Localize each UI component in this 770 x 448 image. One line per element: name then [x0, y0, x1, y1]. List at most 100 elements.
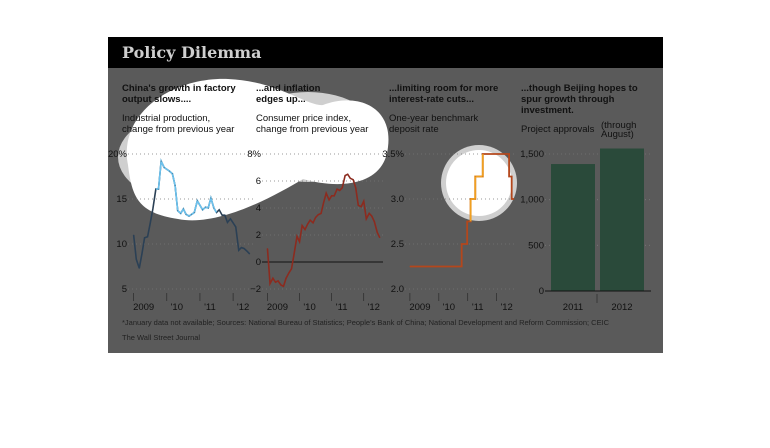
- data-point: [482, 176, 484, 177]
- data-point: [511, 198, 513, 200]
- y-tick-label: 15: [116, 194, 127, 205]
- data-point: [336, 188, 338, 190]
- data-point: [230, 218, 231, 220]
- data-point: [180, 213, 182, 214]
- panel-title-line: ...limiting room for more: [389, 83, 498, 94]
- data-point: [466, 221, 468, 222]
- data-point: [461, 266, 463, 267]
- x-tick-label: 2012: [611, 302, 632, 313]
- data-point: [320, 213, 322, 214]
- panel-title-line: edges up...: [256, 94, 306, 105]
- y-tick-label: 8%: [247, 149, 261, 160]
- data-point: [304, 229, 306, 231]
- data-point: [360, 206, 362, 208]
- data-point: [474, 198, 476, 200]
- data-point: [349, 177, 351, 179]
- x-tick-label: 2009: [409, 302, 430, 313]
- data-point: [482, 153, 484, 155]
- data-point: [365, 218, 367, 220]
- panel-title-line: output slows....: [122, 94, 191, 105]
- panel-title-line: China's growth in factory: [122, 83, 236, 94]
- annotation-blob: [126, 78, 389, 221]
- data-point: [141, 253, 143, 255]
- panel-subtitle-line: change from previous year: [256, 124, 368, 135]
- x-tick-label: '10: [443, 302, 455, 313]
- data-point: [138, 267, 140, 269]
- data-point: [280, 284, 282, 286]
- panel-note-line: (through: [601, 120, 636, 131]
- panel-title-line: interest-rate cuts...: [389, 94, 474, 105]
- data-point: [155, 188, 157, 190]
- data-point: [267, 248, 268, 249]
- data-point: [315, 217, 316, 218]
- data-point: [341, 187, 343, 189]
- panel-subtitle-line: One-year benchmark: [389, 113, 478, 124]
- x-tick-label: '12: [237, 302, 249, 313]
- panel-subtitle-line: Consumer price index,: [256, 113, 351, 124]
- x-tick-label: '12: [368, 302, 380, 313]
- data-point: [379, 237, 381, 239]
- data-point: [328, 199, 330, 201]
- data-point: [357, 204, 359, 206]
- data-point: [299, 241, 300, 243]
- data-point: [363, 200, 365, 202]
- bar: [600, 148, 644, 291]
- data-point: [182, 208, 184, 210]
- y-tick-label: 5: [122, 284, 127, 295]
- source-credit: The Wall Street Journal: [122, 333, 201, 342]
- data-point: [158, 188, 159, 190]
- data-point: [191, 213, 193, 215]
- data-point: [177, 210, 179, 212]
- data-point: [344, 175, 346, 177]
- data-point: [196, 200, 198, 202]
- data-point: [221, 214, 223, 216]
- data-point: [188, 215, 190, 217]
- x-tick-label: '11: [336, 302, 348, 313]
- data-point: [312, 222, 314, 224]
- data-point: [144, 237, 145, 239]
- panel-subtitle-line: change from previous year: [122, 124, 234, 135]
- data-point: [470, 221, 472, 222]
- data-point: [205, 206, 206, 208]
- data-point: [355, 187, 357, 189]
- data-point: [307, 223, 308, 225]
- x-tick-label: '11: [204, 302, 216, 313]
- data-point: [301, 225, 303, 226]
- data-point: [135, 258, 137, 260]
- data-point: [347, 173, 349, 175]
- data-point: [368, 213, 370, 214]
- data-point: [169, 170, 170, 172]
- data-point: [249, 253, 251, 255]
- y-tick-label: 20%: [108, 149, 128, 160]
- data-point: [193, 212, 195, 213]
- x-tick-label: 2009: [267, 302, 288, 313]
- data-point: [163, 167, 165, 168]
- y-tick-label: 3.5%: [382, 149, 404, 160]
- y-tick-label: 0: [256, 257, 261, 268]
- x-tick-label: 2011: [563, 302, 583, 313]
- data-point: [288, 272, 290, 274]
- data-point: [508, 176, 510, 177]
- panel-title-line: ...and inflation: [256, 83, 321, 94]
- y-tick-label: 3.0: [391, 194, 404, 205]
- series-line: [266, 173, 381, 288]
- panel-title-line: ...though Beijing hopes to: [521, 83, 638, 94]
- data-point: [277, 280, 279, 282]
- data-point: [172, 173, 173, 175]
- data-point: [352, 179, 354, 181]
- data-point: [283, 285, 284, 287]
- data-point: [470, 198, 472, 200]
- series-highlight: [469, 154, 484, 222]
- x-tick-label: '10: [303, 302, 315, 313]
- data-point: [210, 197, 212, 199]
- data-point: [149, 222, 151, 224]
- figure-title: Policy Dilemma: [122, 43, 262, 62]
- data-point: [240, 247, 242, 249]
- data-point: [235, 226, 237, 228]
- annotation-blob: [446, 150, 512, 216]
- data-point: [213, 207, 215, 209]
- x-tick-label: '11: [472, 302, 484, 313]
- bar: [551, 164, 595, 291]
- y-tick-label: 1,000: [520, 195, 544, 206]
